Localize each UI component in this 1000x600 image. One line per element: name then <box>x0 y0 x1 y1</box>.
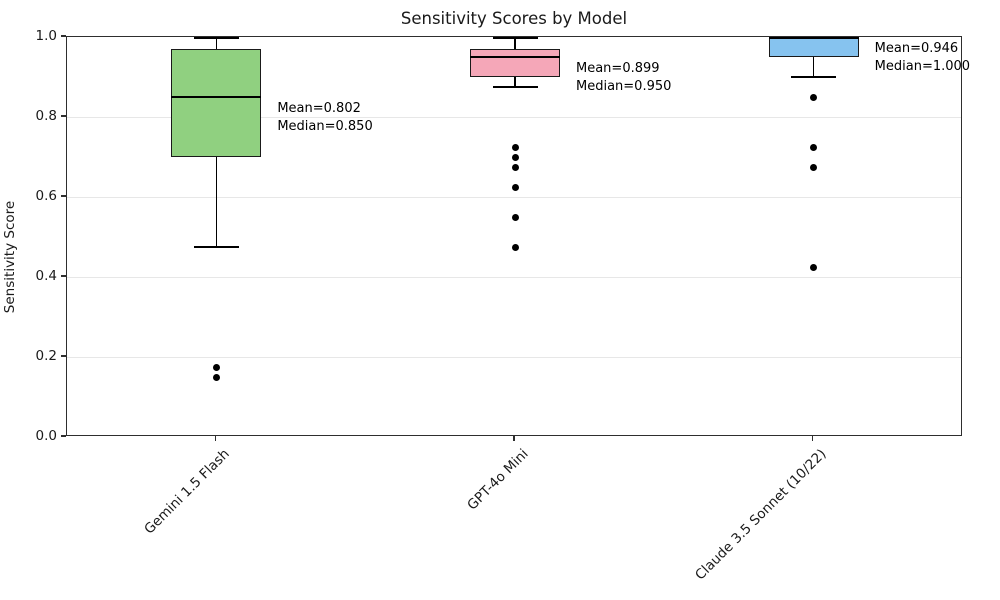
upper-whisker-line <box>215 37 218 49</box>
y-tick-label: 0.8 <box>35 108 57 124</box>
y-tick-mark <box>61 435 66 437</box>
upper-whisker-line <box>514 37 516 49</box>
y-tick-mark <box>61 275 66 277</box>
median-line <box>470 56 560 58</box>
upper-whisker-cap <box>492 37 538 39</box>
stats-annotation-line: Mean=0.802 <box>277 101 361 116</box>
y-tick-label: 0.2 <box>35 348 57 364</box>
y-gridline <box>67 196 961 198</box>
upper-whisker-cap <box>193 37 239 39</box>
lower-whisker-line <box>812 57 815 77</box>
x-tick-mark <box>513 436 515 441</box>
y-tick-label: 0.6 <box>35 188 57 204</box>
y-axis-label: Sensitivity Score <box>2 200 18 314</box>
lower-whisker-line <box>215 157 218 247</box>
stats-annotation: Mean=0.802 Median=0.850 <box>277 100 372 135</box>
outlier-point <box>511 153 519 161</box>
stats-annotation-line: Median=0.950 <box>576 78 672 94</box>
outlier-point <box>511 143 519 151</box>
x-tick-label: GPT-4o Mini <box>463 446 532 514</box>
outlier-point <box>511 243 519 251</box>
x-tick-mark <box>214 436 216 441</box>
outlier-point <box>810 143 818 151</box>
box-iqr <box>171 49 262 157</box>
outlier-point <box>810 93 818 101</box>
outlier-point <box>511 163 519 171</box>
y-gridline <box>67 276 961 278</box>
y-tick-mark <box>61 355 66 357</box>
y-tick-mark <box>61 115 66 117</box>
outlier-point <box>212 363 220 371</box>
stats-annotation-line: Mean=0.899 <box>576 61 660 76</box>
stats-annotation-line: Mean=0.946 <box>874 41 959 56</box>
y-gridline <box>67 116 961 118</box>
stats-annotation-line: Median=0.850 <box>277 118 373 134</box>
box-iqr <box>470 49 560 77</box>
outlier-point <box>212 373 220 381</box>
y-tick-label: 1.0 <box>35 28 57 44</box>
lower-whisker-cap <box>791 76 837 78</box>
lower-whisker-line <box>514 77 516 87</box>
x-tick-label: Claude 3.5 Sonnet (10/22) <box>692 446 830 584</box>
y-tick-mark <box>61 195 66 197</box>
outlier-point <box>511 183 519 191</box>
stats-annotation: Mean=0.946 Median=1.000 <box>875 40 970 75</box>
stats-annotation: Mean=0.899 Median=0.950 <box>576 60 671 95</box>
outlier-point <box>511 213 519 221</box>
y-tick-mark <box>61 35 66 37</box>
outlier-point <box>810 263 818 271</box>
x-tick-label: Gemini 1.5 Flash <box>141 446 233 538</box>
y-tick-label: 0.4 <box>35 268 57 284</box>
outlier-point <box>810 163 818 171</box>
y-tick-label: 0.0 <box>35 428 57 444</box>
median-line <box>768 37 859 39</box>
box-iqr <box>768 37 859 57</box>
plot-area <box>66 36 962 436</box>
x-tick-mark <box>812 436 814 441</box>
y-gridline <box>67 356 961 358</box>
median-line <box>171 96 262 98</box>
chart-title: Sensitivity Scores by Model <box>400 9 628 28</box>
lower-whisker-cap <box>492 86 538 88</box>
lower-whisker-cap <box>193 246 239 248</box>
stats-annotation-line: Median=1.000 <box>874 58 971 74</box>
